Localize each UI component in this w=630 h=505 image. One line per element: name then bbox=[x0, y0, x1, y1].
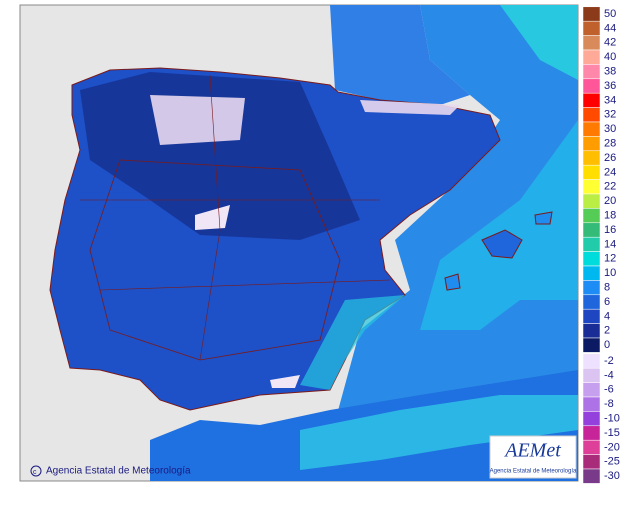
logo-brand: AEMet bbox=[503, 440, 561, 462]
legend-label: -20 bbox=[604, 441, 620, 453]
snow bbox=[270, 375, 300, 388]
legend-label: 18 bbox=[604, 210, 616, 222]
legend-label: 30 bbox=[604, 123, 616, 135]
legend-swatch bbox=[582, 20, 601, 36]
sea bbox=[420, 120, 578, 330]
legend-label: 12 bbox=[604, 253, 616, 265]
legend-swatch bbox=[582, 78, 601, 94]
borders bbox=[89, 159, 341, 361]
legend-label: 42 bbox=[604, 37, 616, 49]
copyright-icon bbox=[30, 465, 42, 477]
legend-swatch bbox=[582, 193, 601, 209]
legend-label: -6 bbox=[604, 384, 614, 396]
legend-swatch bbox=[582, 382, 601, 398]
legend-label: -15 bbox=[604, 427, 620, 439]
island bbox=[481, 229, 523, 259]
borders bbox=[80, 74, 391, 361]
copyright-text: Agencia Estatal de Meteorología bbox=[46, 466, 191, 477]
legend-label: -8 bbox=[604, 398, 614, 410]
legend-swatch bbox=[582, 222, 601, 238]
island bbox=[444, 273, 461, 291]
island bbox=[534, 211, 553, 225]
legend-swatch bbox=[582, 280, 601, 296]
legend-label: -4 bbox=[604, 369, 614, 381]
legend-label: 16 bbox=[604, 224, 616, 236]
legend-swatch bbox=[582, 367, 601, 383]
legend-swatch bbox=[582, 150, 601, 166]
sea bbox=[500, 5, 578, 80]
legend-swatch bbox=[582, 439, 601, 455]
legend-label: 0 bbox=[604, 339, 610, 351]
legend-swatch bbox=[582, 92, 601, 108]
legend-swatch bbox=[582, 64, 601, 80]
legend-label: 2 bbox=[604, 325, 610, 337]
copyright-icon: c bbox=[33, 469, 37, 476]
legend-swatch bbox=[582, 353, 601, 369]
land bbox=[300, 295, 405, 390]
legend-label: 4 bbox=[604, 310, 610, 322]
legend-swatch bbox=[582, 468, 601, 484]
snow bbox=[360, 100, 460, 115]
legend-label: 22 bbox=[604, 181, 616, 193]
legend-label: 8 bbox=[604, 282, 610, 294]
legend: 5044424038363432302826242220181614121086… bbox=[582, 6, 620, 484]
legend-swatch bbox=[582, 251, 601, 267]
legend-label: 20 bbox=[604, 195, 616, 207]
legend-label: 26 bbox=[604, 152, 616, 164]
land bbox=[330, 5, 470, 105]
snow bbox=[150, 95, 245, 145]
legend-swatch bbox=[582, 265, 601, 281]
land bbox=[80, 72, 360, 240]
legend-swatch bbox=[582, 323, 601, 339]
snow bbox=[195, 205, 230, 230]
legend-swatch bbox=[582, 49, 601, 65]
legend-label: -10 bbox=[604, 413, 620, 425]
legend-label: 6 bbox=[604, 296, 610, 308]
legend-swatch bbox=[582, 425, 601, 441]
legend-label: 44 bbox=[604, 22, 616, 34]
legend-label: 50 bbox=[604, 8, 616, 20]
legend-swatch bbox=[582, 35, 601, 51]
legend-label: 28 bbox=[604, 138, 616, 150]
legend-swatch bbox=[582, 294, 601, 310]
sea bbox=[330, 5, 578, 440]
legend-swatch bbox=[582, 136, 601, 152]
legend-swatch bbox=[582, 208, 601, 224]
legend-swatch bbox=[582, 107, 601, 123]
legend-label: 24 bbox=[604, 166, 616, 178]
legend-swatch bbox=[582, 164, 601, 180]
legend-label: 36 bbox=[604, 80, 616, 92]
logo-subtitle: Agencia Estatal de Meteorología bbox=[490, 469, 577, 475]
legend-label: -2 bbox=[604, 355, 614, 367]
legend-label: -25 bbox=[604, 456, 620, 468]
legend-swatch bbox=[582, 179, 601, 195]
legend-label: 14 bbox=[604, 238, 616, 250]
legend-swatch bbox=[582, 396, 601, 412]
legend-swatch bbox=[582, 337, 601, 353]
legend-swatch bbox=[582, 454, 601, 470]
legend-swatch bbox=[582, 308, 601, 324]
legend-swatch bbox=[582, 236, 601, 252]
legend-label: 34 bbox=[604, 94, 616, 106]
legend-label: 38 bbox=[604, 66, 616, 78]
legend-label: 40 bbox=[604, 51, 616, 63]
land bbox=[300, 395, 578, 470]
legend-swatch bbox=[582, 121, 601, 137]
legend-label: 10 bbox=[604, 267, 616, 279]
legend-swatch bbox=[582, 411, 601, 427]
legend-swatch bbox=[582, 6, 601, 22]
legend-label: 32 bbox=[604, 109, 616, 121]
logo-box bbox=[489, 435, 577, 479]
legend-label: -30 bbox=[604, 470, 620, 482]
